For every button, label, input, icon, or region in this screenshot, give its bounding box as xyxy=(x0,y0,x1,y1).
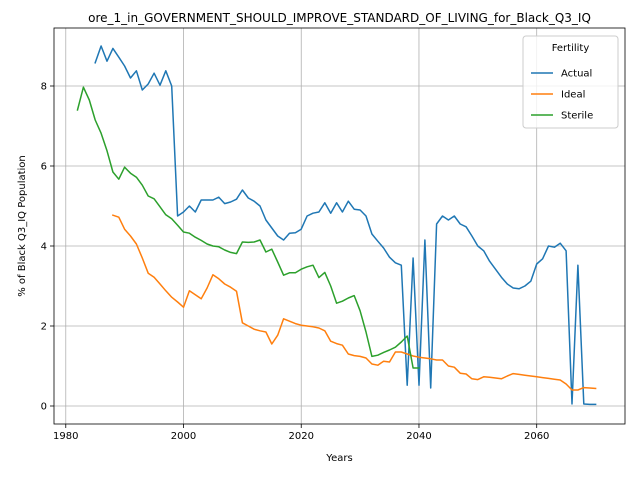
x-tick-label: 2020 xyxy=(289,431,314,442)
legend: Fertility Actual Ideal Sterile xyxy=(522,35,619,129)
legend-label-actual: Actual xyxy=(561,69,592,80)
legend-box xyxy=(522,35,619,129)
y-tick-label: 8 xyxy=(41,82,47,93)
chart-title: ore_1_in_GOVERNMENT_SHOULD_IMPROVE_STAND… xyxy=(88,11,591,25)
plot-frame xyxy=(53,27,626,425)
x-tick-label: 2040 xyxy=(406,431,431,442)
legend-title: Fertility xyxy=(552,43,590,54)
y-tick-label: 4 xyxy=(41,242,47,253)
series-line-ideal xyxy=(111,214,597,391)
axis-ticks: 1980 2000 2020 2040 2060 0 2 4 6 8 xyxy=(41,82,550,443)
series-line-actual xyxy=(94,45,597,406)
y-axis-label: % of Black Q3_IQ Population xyxy=(17,155,28,297)
legend-label-ideal: Ideal xyxy=(561,90,585,101)
series-line-sterile xyxy=(76,86,420,369)
x-tick-label: 1980 xyxy=(53,431,78,442)
series-lines xyxy=(76,45,597,406)
x-axis-label: Years xyxy=(325,453,352,464)
x-tick-label: 2060 xyxy=(524,431,549,442)
y-tick-label: 0 xyxy=(41,402,47,413)
y-tick-label: 2 xyxy=(41,322,47,333)
y-tick-label: 6 xyxy=(41,162,47,173)
x-tick-label: 2000 xyxy=(171,431,196,442)
legend-label-sterile: Sterile xyxy=(561,111,593,122)
